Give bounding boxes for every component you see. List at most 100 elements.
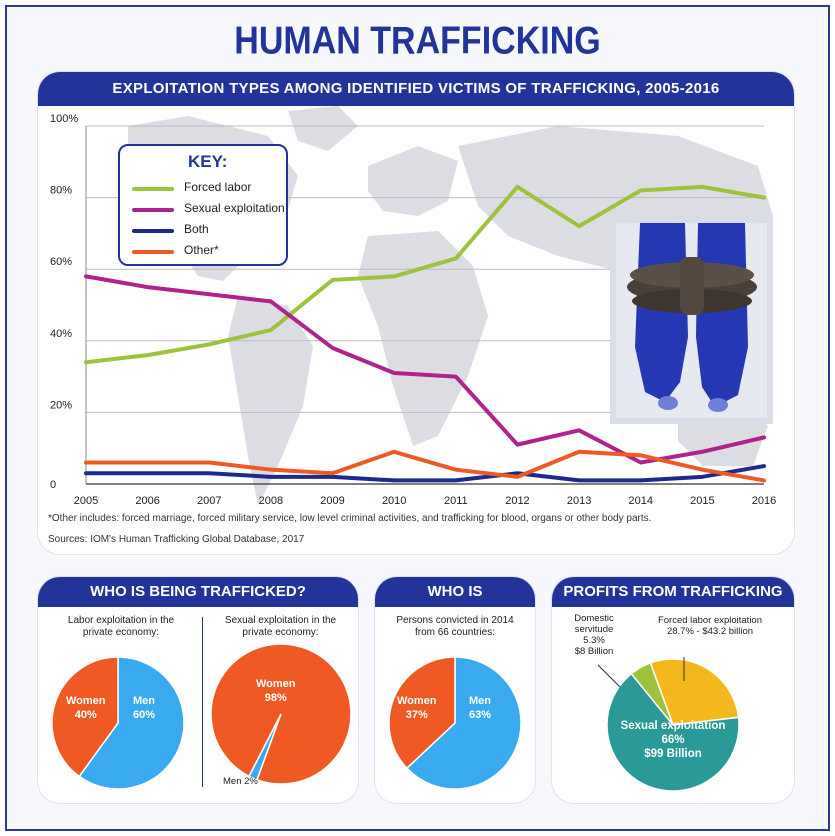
pie-slice-domestic-servitude [630,662,674,726]
map-greenland [288,106,358,151]
sexual-men-label: Men 2% [223,776,258,787]
sexual-caption-line-2: private economy: [242,627,319,638]
x-tick-label: 2013 [567,495,591,507]
sexual-pie [210,643,352,785]
profits-panel: PROFITS FROM TRAFFICKING Domestic servit… [552,577,794,803]
divider [202,617,203,787]
legend-title: KEY: [188,152,228,171]
legend-swatch [132,229,174,233]
who-trafficking-panel: WHO IS TRAFFICKING? Persons convicted in… [375,577,535,803]
convicted-caption-line-2: from 66 countries: [414,627,496,638]
convicted-caption-line-1: Persons convicted in 2014 [396,615,514,626]
profits-pie [598,657,740,792]
pie-slice-men [78,656,185,790]
pie-slice-sexual-exploitation [606,672,740,792]
series-line-sexual-exploitation [84,274,766,465]
legend-label: Forced labor [184,180,252,194]
women-label: Women [66,695,106,707]
convicted-men-label: Men 63% [469,694,491,722]
page-title: HUMAN TRAFFICKING [234,19,601,63]
labor-men-label: Men 60% [133,694,155,722]
legend-label: Other* [184,243,219,257]
y-tick-label: 40% [50,328,72,340]
who-trafficked-panel: WHO IS BEING TRAFFICKED? Labor exploitat… [38,577,358,803]
x-tick-label: 2008 [259,495,283,507]
map-europe [368,146,458,216]
legend-swatch [132,250,174,254]
chart-panel: EXPLOITATION TYPES AMONG IDENTIFIED VICT… [38,72,794,554]
sexual-caption: Sexual exploitation in the private econo… [208,615,353,639]
pie-slice-women [388,656,456,770]
x-tick-label: 2014 [628,495,652,507]
x-tick-label: 2009 [320,495,344,507]
x-tick-label: 2012 [505,495,529,507]
chart-sources: Sources: IOM's Human Trafficking Global … [48,534,305,545]
bound-hands-illustration [610,217,773,424]
men-label: Men [133,695,156,707]
x-tick-label: 2010 [382,495,406,507]
convicted-caption: Persons convicted in 2014 from 66 countr… [379,615,531,639]
bound-hands-icon [610,217,773,424]
pie-slice-forced-labor-exploitation [649,658,740,726]
sexual-percent: 66% [661,734,685,746]
pie-slice-men [405,656,522,790]
profits-header: PROFITS FROM TRAFFICKING [552,577,794,607]
map-africa [358,231,488,446]
y-tick-label: 0 [50,479,56,491]
men-label: Men [469,695,492,707]
convicted-pie [388,656,522,790]
legend-swatch [132,187,174,191]
axes: 100% 80% 60% 40% 20% 0 2005 2006 2007 2008 2009 201… [50,113,776,507]
y-tick-label: 100% [50,113,78,125]
women-value: 37% [405,709,428,721]
series-line-forced-labor [84,184,766,365]
domestic-percent: 5.3% [583,635,605,646]
map-south-america [228,296,313,506]
domestic-line-1: Domestic [574,613,614,624]
who-trafficking-header: WHO IS TRAFFICKING? [375,577,535,630]
legend-label: Both [184,222,209,236]
x-tick-label: 2005 [74,495,98,507]
convicted-women-label: Women 37% [397,694,437,722]
legend-swatch [132,208,174,212]
women-label: Women [256,678,296,690]
chart-legend: KEY: Forced labor Sexual exploitation Bo… [118,144,288,266]
forced-line-1: Forced labor exploitation [657,615,763,626]
sexual-women-label: Women 98% [256,677,296,705]
domestic-servitude-label: Domestic servitude 5.3% $8 Billion [566,613,622,657]
forced-line-2: 28.7% - $43.2 billion [666,626,754,637]
sexual-exploitation-label: Sexual exploitation 66% $99 Billion [608,719,738,761]
labor-pie [51,656,185,790]
sexual-caption-line-1: Sexual exploitation in the [224,615,337,626]
labor-caption-line-2: private economy: [82,627,160,638]
labor-caption: Labor exploitation in the private econom… [46,615,196,639]
x-tick-label: 2011 [444,495,468,507]
series-line-both [84,464,766,483]
women-value: 40% [74,709,97,721]
y-tick-label: 60% [50,256,72,268]
domestic-amount: $8 Billion [574,646,614,657]
labor-women-label: Women 40% [66,694,106,722]
women-value: 98% [264,692,287,704]
sexual-label: Sexual exploitation [620,720,726,732]
forced-labor-label: Forced labor exploitation 28.7% - $43.2 … [630,615,790,637]
y-tick-label: 20% [50,399,72,411]
women-label: Women [397,695,437,707]
chart-panel-header: EXPLOITATION TYPES AMONG IDENTIFIED VICT… [38,72,794,106]
men-value: 60% [133,709,156,721]
pie-slice-women [51,656,119,778]
pie-slice-women [210,643,352,785]
x-tick-label: 2006 [135,495,159,507]
men-value: 63% [469,709,492,721]
chart-footnote: *Other includes: forced marriage, forced… [48,513,652,524]
series-line-other [84,449,766,483]
sexual-amount: $99 Billion [644,748,702,760]
x-tick-label: 2007 [197,495,221,507]
y-tick-label: 80% [50,185,72,197]
domestic-line-2: servitude [574,624,614,635]
domestic-leader-line [598,664,621,688]
x-tick-label: 2016 [752,495,776,507]
x-tick-label: 2015 [690,495,714,507]
legend-label: Sexual exploitation [184,201,285,215]
series [84,184,766,483]
